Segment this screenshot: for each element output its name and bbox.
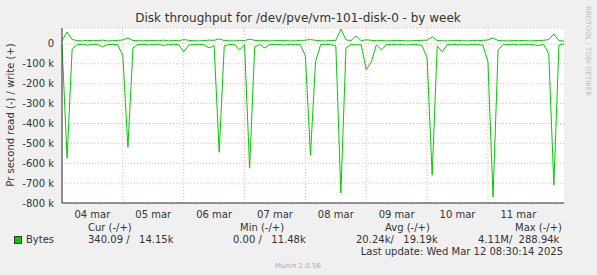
html-text:4.11M/ 288.94k: 4.11M/ 288.94k xyxy=(478,234,560,245)
svg-text:08 mar: 08 mar xyxy=(318,209,355,220)
svg-text:-700 k: -700 k xyxy=(22,178,54,189)
svg-text:-200 k: -200 k xyxy=(22,78,54,89)
svg-text:RRDTOOL / TOBI OETIKER: RRDTOOL / TOBI OETIKER xyxy=(584,6,589,96)
html-text:Cur (-/+): Cur (-/+) xyxy=(88,222,132,233)
svg-text:-100 k: -100 k xyxy=(22,58,54,69)
svg-text:0: 0 xyxy=(48,38,54,49)
svg-text:09 mar: 09 mar xyxy=(379,209,416,220)
svg-text:Pr second read (-) / write (+): Pr second read (-) / write (+) xyxy=(8,43,16,186)
html-text:20.24k/ 19.19k: 20.24k/ 19.19k xyxy=(356,234,438,245)
svg-text:Disk throughput for /dev/pve/v: Disk throughput for /dev/pve/vm-101-disk… xyxy=(135,11,461,25)
html-text:Avg (-/+): Avg (-/+) xyxy=(385,222,430,233)
html-text:0.00 / 11.48k: 0.00 / 11.48k xyxy=(233,234,306,245)
html-text:Bytes: Bytes xyxy=(26,234,55,245)
svg-text:-400 k: -400 k xyxy=(22,118,54,129)
svg-text:06 mar: 06 mar xyxy=(196,209,233,220)
svg-text:04 mar: 04 mar xyxy=(74,209,111,220)
svg-text:-300 k: -300 k xyxy=(22,98,54,109)
svg-text:-500 k: -500 k xyxy=(22,138,54,149)
html-text:Min (-/+): Min (-/+) xyxy=(240,222,285,233)
svg-text:10 mar: 10 mar xyxy=(440,209,477,220)
svg-text:11 mar: 11 mar xyxy=(500,209,537,220)
svg-text:Munin 2.0.56: Munin 2.0.56 xyxy=(275,262,321,270)
html-text:340.09 / 14.15k: 340.09 / 14.15k xyxy=(88,234,174,245)
svg-text:07 mar: 07 mar xyxy=(257,209,294,220)
svg-text:-800 k: -800 k xyxy=(22,198,54,209)
html-text:Max (-/+): Max (-/+) xyxy=(515,222,562,233)
html-text:Last update: Wed Mar 12 08:30:: Last update: Wed Mar 12 08:30:14 2025 xyxy=(360,246,563,257)
svg-text:-600 k: -600 k xyxy=(22,158,54,169)
svg-text:05 mar: 05 mar xyxy=(135,209,172,220)
